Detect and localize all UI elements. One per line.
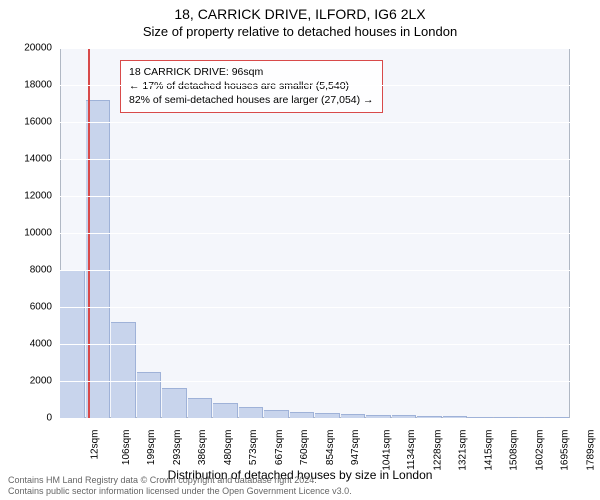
y-gridline — [60, 381, 570, 382]
y-gridline — [60, 85, 570, 86]
footer-line-1: Contains HM Land Registry data © Crown c… — [8, 475, 352, 487]
x-tick-label: 199sqm — [146, 430, 157, 466]
y-tick-label: 20000 — [24, 43, 52, 54]
x-tick-label: 1228sqm — [432, 430, 443, 471]
chart-container: 18, CARRICK DRIVE, ILFORD, IG6 2LX Size … — [0, 0, 600, 500]
x-tick-label: 1415sqm — [483, 430, 494, 471]
annotation-line-2: ← 17% of detached houses are smaller (5,… — [129, 79, 374, 93]
x-tick-label: 293sqm — [172, 430, 183, 466]
y-gridline — [60, 307, 570, 308]
x-tick-label: 106sqm — [121, 430, 132, 466]
y-gridline — [60, 344, 570, 345]
annotation-line-3: 82% of semi-detached houses are larger (… — [129, 93, 374, 107]
chart-title: 18, CARRICK DRIVE, ILFORD, IG6 2LX — [0, 0, 600, 22]
y-gridline — [60, 233, 570, 234]
annotation-line-1: 18 CARRICK DRIVE: 96sqm — [129, 65, 374, 79]
y-gridline — [60, 196, 570, 197]
y-tick-label: 10000 — [24, 228, 52, 239]
x-tick-label: 480sqm — [223, 430, 234, 466]
x-tick-label: 947sqm — [350, 430, 361, 466]
x-tick-label: 1602sqm — [534, 430, 545, 471]
plot-area: 18 CARRICK DRIVE: 96sqm ← 17% of detache… — [60, 48, 570, 418]
y-gridline — [60, 48, 570, 49]
attribution-footer: Contains HM Land Registry data © Crown c… — [8, 475, 352, 498]
x-tick-label: 667sqm — [274, 430, 285, 466]
y-gridline — [60, 270, 570, 271]
histogram-bar — [239, 407, 264, 418]
y-tick-label: 0 — [46, 413, 52, 424]
y-gridline — [60, 159, 570, 160]
x-tick-label: 1321sqm — [458, 430, 469, 471]
annotation-box: 18 CARRICK DRIVE: 96sqm ← 17% of detache… — [120, 60, 383, 113]
x-tick-label: 1134sqm — [406, 430, 417, 470]
histogram-bar — [137, 372, 162, 418]
x-tick-label: 760sqm — [299, 430, 310, 466]
x-tick-label: 1695sqm — [560, 430, 571, 471]
y-tick-label: 16000 — [24, 117, 52, 128]
x-tick-label: 12sqm — [90, 430, 101, 460]
y-tick-label: 14000 — [24, 154, 52, 165]
x-tick-label: 1508sqm — [509, 430, 520, 471]
chart-subtitle: Size of property relative to detached ho… — [0, 22, 600, 39]
x-tick-label: 573sqm — [248, 430, 259, 466]
y-tick-label: 6000 — [30, 302, 52, 313]
x-tick-label: 386sqm — [197, 430, 208, 466]
histogram-bar — [111, 322, 136, 418]
y-gridline — [60, 122, 570, 123]
x-tick-label: 854sqm — [325, 430, 336, 466]
histogram-bar — [264, 410, 289, 418]
x-tick-label: 1789sqm — [585, 430, 596, 471]
y-tick-label: 18000 — [24, 80, 52, 91]
y-tick-label: 2000 — [30, 376, 52, 387]
y-tick-label: 4000 — [30, 339, 52, 350]
y-tick-label: 12000 — [24, 191, 52, 202]
x-tick-label: 1041sqm — [381, 430, 392, 471]
histogram-bar — [213, 403, 238, 418]
footer-line-2: Contains public sector information licen… — [8, 486, 352, 498]
y-gridline — [60, 418, 570, 419]
y-tick-label: 8000 — [30, 265, 52, 276]
histogram-bar — [188, 398, 213, 418]
histogram-bar — [162, 388, 187, 418]
